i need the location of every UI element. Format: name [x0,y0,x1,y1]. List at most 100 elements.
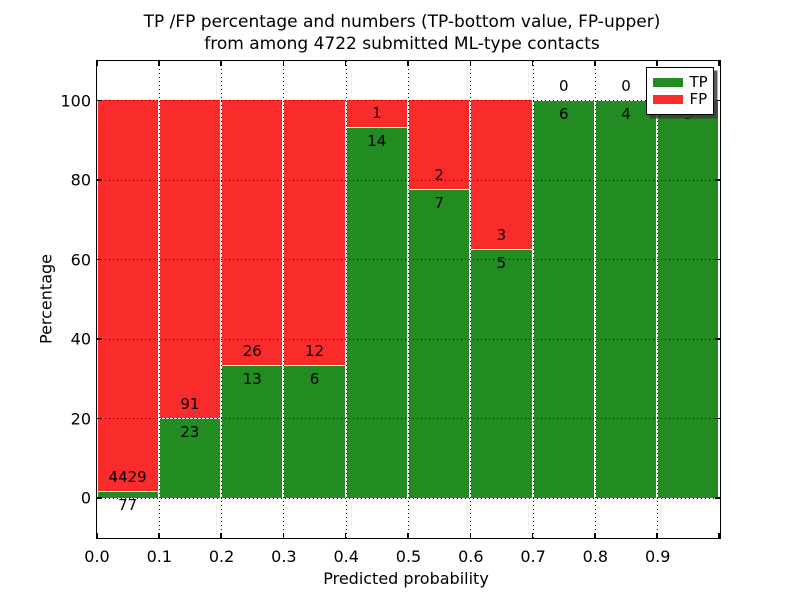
plot-area: 442977912326131261142735060403 TP FP [95,59,721,539]
y-tick-mark [96,497,102,499]
x-tick-mark-top [344,60,347,66]
x-tick-mark [344,532,347,538]
y-tick-mark-right [714,417,720,419]
bar-segment-tp [222,365,283,498]
tp-count-label: 6 [309,370,320,389]
x-gridline [657,60,659,538]
x-gridline [594,60,596,538]
y-tick-mark-right [714,338,720,340]
y-tick-label: 80 [70,170,91,190]
y-axis-title: Percentage [36,253,56,345]
legend-entry-tp: TP [652,72,713,91]
x-tick-label: 0.9 [644,547,671,566]
x-tick-mark-top [220,60,222,66]
x-gridline [158,60,160,538]
tp-legend-label: TP [689,72,708,91]
x-tick-mark-top [469,60,472,66]
y-tick-label: 0 [80,488,91,508]
bar-segment-fp [409,100,470,189]
x-tick-mark [407,532,409,538]
bar-segment-tp [159,417,221,498]
x-tick-label: 0.4 [333,547,359,566]
x-tick-mark [96,532,98,538]
y-tick-mark [96,258,102,260]
x-tick-mark-top [282,60,285,66]
x-tick-label: 0.2 [208,547,235,566]
x-tick-label: 0.0 [84,547,110,566]
y-tick-mark [96,99,102,101]
x-tick-mark-top [158,60,160,66]
tp-count-label: 7 [434,193,444,212]
tp-count-label: 13 [242,370,262,389]
y-tick-mark-right [714,99,720,101]
x-tick-label: 0.3 [271,547,297,566]
x-tick-mark [718,532,720,538]
x-gridline [345,60,347,538]
legend-entry-fp: FP [652,89,713,108]
x-tick-label: 0.8 [582,547,609,566]
y-tick-label: 40 [70,329,91,349]
x-tick-mark-top [531,60,534,66]
fp-count-label: 3 [496,226,507,245]
grid-layer [96,60,720,538]
x-tick-mark [594,532,596,538]
fp-count-label: 26 [242,342,262,361]
chart-title-line1: TP /FP percentage and numbers (TP-bottom… [143,12,661,32]
fp-legend-label: FP [689,89,708,108]
x-tick-mark-top [718,60,720,66]
y-tick-label: 60 [70,250,91,270]
legend: TP FP [645,66,714,115]
y-tick-mark-right [714,179,720,181]
x-gridline [221,60,223,538]
bars-layer [97,61,720,538]
x-gridline [470,60,472,538]
bar-segment-fp [284,100,345,366]
x-tick-mark [158,532,160,538]
fp-count-label: 1 [372,103,382,122]
bar-segment-fp [159,100,221,418]
bar-segment-fp [222,100,283,366]
fp-count-label: 2 [434,165,444,184]
y-tick-mark-right [714,497,720,499]
bar-segment-tp [97,490,158,498]
x-tick-label: 0.5 [395,547,422,566]
x-tick-mark-top [96,60,98,66]
x-tick-mark [469,532,472,538]
x-tick-mark-top [594,60,596,66]
x-tick-label: 0.1 [146,547,173,566]
x-tick-mark [531,532,534,538]
tick-layer [96,60,720,538]
bar-label-layer: 442977912326131261142735060403 [97,61,720,538]
bar-segment-tp [284,365,345,498]
fp-count-label: 4429 [108,467,147,486]
tp-count-label: 77 [118,495,138,514]
bar-segment-tp [595,100,657,498]
bar-segment-tp [409,188,470,498]
x-tick-mark [656,532,658,538]
fp-count-label: 0 [558,77,569,96]
x-tick-mark-top [407,60,409,66]
fp-count-label: 91 [180,394,200,413]
y-tick-label: 100 [60,91,91,111]
tp-count-label: 5 [496,254,507,273]
bar-segment-fp [471,100,532,250]
tp-count-label: 6 [558,105,569,124]
x-tick-mark-top [656,60,658,66]
x-gridline [532,60,534,538]
bar-segment-tp [658,100,719,498]
x-gridline [283,60,285,538]
x-axis-title: Predicted probability [323,569,489,588]
x-tick-mark [220,532,222,538]
x-tick-mark [282,532,285,538]
bar-segment-tp [471,249,532,498]
bar-segment-fp [346,100,407,127]
tp-legend-swatch [652,77,683,87]
y-tick-mark [96,338,102,340]
fp-count-label: 0 [621,77,631,96]
tp-count-label: 14 [367,131,387,150]
fp-legend-swatch [652,94,683,104]
bar-segment-fp [97,100,158,491]
bar-segment-tp [346,126,407,498]
y-tick-mark-right [714,258,720,260]
